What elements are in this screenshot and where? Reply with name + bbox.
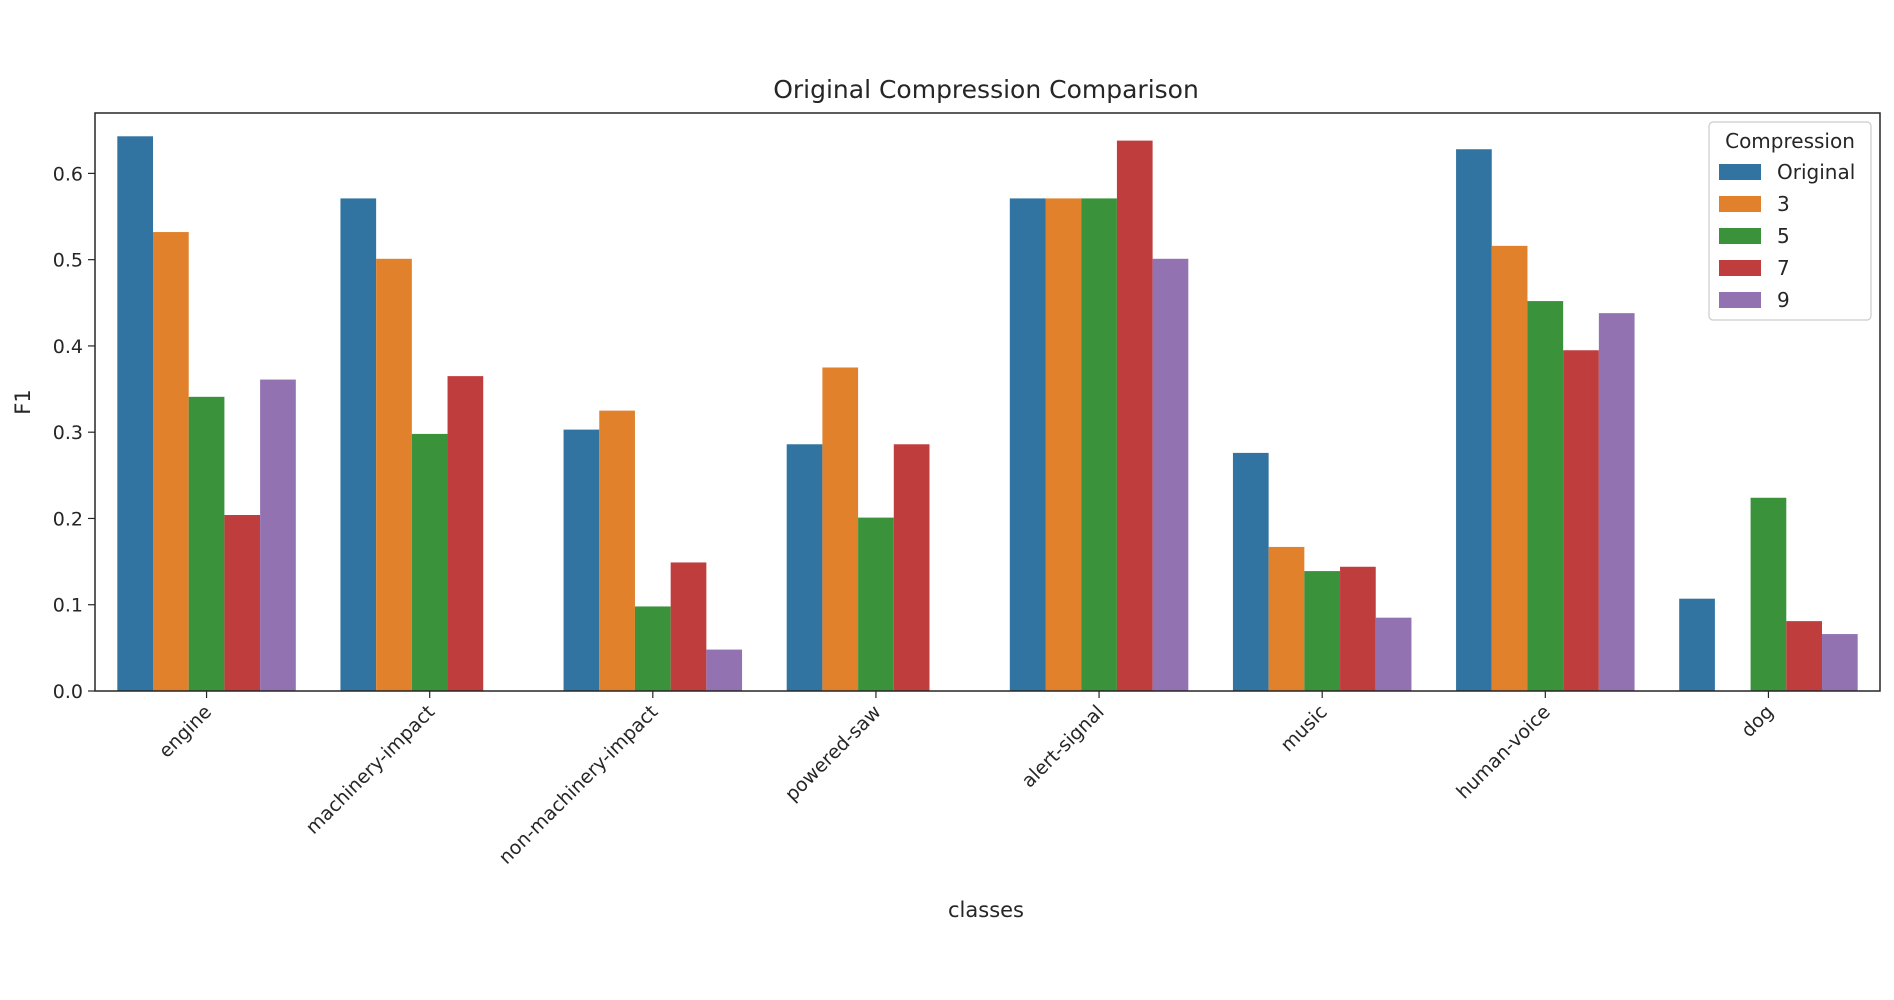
bar-machinery-impact-7 [447,376,484,691]
x-tick-label: human-voice [1452,701,1554,803]
x-tick-label: dog [1737,701,1778,742]
bar-non-machinery-impact-5 [634,606,671,691]
bar-music-7 [1340,566,1376,691]
plot-frame [94,112,1881,692]
y-axis-label: F1 [11,389,35,414]
bar-powered-saw-3 [822,367,859,691]
y-tick-label: 0.6 [53,163,83,185]
bar-powered-saw-7 [893,444,930,691]
x-tick-label: machinery-impact [302,701,440,839]
legend-swatch-7 [1719,260,1761,276]
bar-human-voice-5 [1527,301,1564,691]
legend-label-9: 9 [1777,288,1790,312]
bar-dog-Original [1679,598,1715,691]
bar-music-5 [1304,571,1341,691]
legend: Compression Original 3 5 7 9 [1708,121,1872,321]
y-tick-label: 0.5 [53,250,83,272]
bar-human-voice-7 [1563,350,1599,691]
x-tick-label: non-machinery-impact [495,701,663,869]
legend-label-5: 5 [1777,224,1790,248]
legend-title: Compression [1725,129,1855,153]
bar-machinery-impact-3 [376,258,412,691]
y-tick-label: 0.1 [53,595,83,617]
legend-label-3: 3 [1777,192,1790,216]
x-tick-label: powered-saw [781,701,886,806]
bar-machinery-impact-Original [340,198,377,691]
y-tick-label: 0.4 [53,336,83,358]
legend-swatch-9 [1719,292,1761,308]
bar-human-voice-Original [1456,149,1492,692]
bar-engine-9 [260,379,296,691]
x-axis: engine machinery-impact non-machinery-impa… [155,691,1778,869]
y-tick-label: 0.0 [53,681,83,703]
y-tick-label: 0.2 [53,508,83,530]
bar-engine-7 [224,515,261,691]
legend-label-7: 7 [1777,256,1790,280]
bar-alert-signal-5 [1081,198,1117,691]
bar-engine-Original [117,136,154,692]
bar-alert-signal-Original [1009,198,1046,691]
bar-alert-signal-9 [1152,258,1189,691]
chart-title: Original Compression Comparison [773,75,1199,104]
bar-dog-7 [1786,621,1822,691]
x-tick-label: engine [155,701,216,762]
bar-engine-5 [188,396,225,691]
legend-swatch-5 [1719,228,1761,244]
y-axis: 0.0 0.1 0.2 0.3 0.4 0.5 0.6 [53,163,95,703]
bars-group [117,136,1858,692]
x-tick-label: music [1276,701,1331,756]
bar-non-machinery-impact-7 [670,562,707,691]
bar-powered-saw-5 [858,517,894,691]
bar-alert-signal-7 [1116,140,1153,692]
bar-non-machinery-impact-Original [563,429,600,691]
x-tick-label: alert-signal [1017,701,1108,792]
bar-alert-signal-3 [1045,198,1082,691]
bar-powered-saw-Original [786,444,823,691]
bar-human-voice-3 [1491,245,1528,691]
bar-engine-3 [153,232,189,692]
legend-label-Original: Original [1777,160,1855,184]
bar-non-machinery-impact-3 [599,410,635,691]
legend-swatch-3 [1719,196,1761,212]
bar-dog-9 [1821,634,1858,691]
bar-machinery-impact-5 [411,433,448,691]
bar-music-Original [1232,452,1269,691]
bar-non-machinery-impact-9 [706,649,743,691]
bar-music-3 [1268,546,1305,691]
x-axis-label: classes [948,898,1024,922]
bar-music-9 [1375,617,1412,691]
y-tick-label: 0.3 [53,422,83,444]
bar-dog-5 [1750,497,1787,691]
legend-swatch-Original [1719,164,1761,180]
bar-human-voice-9 [1598,313,1635,691]
